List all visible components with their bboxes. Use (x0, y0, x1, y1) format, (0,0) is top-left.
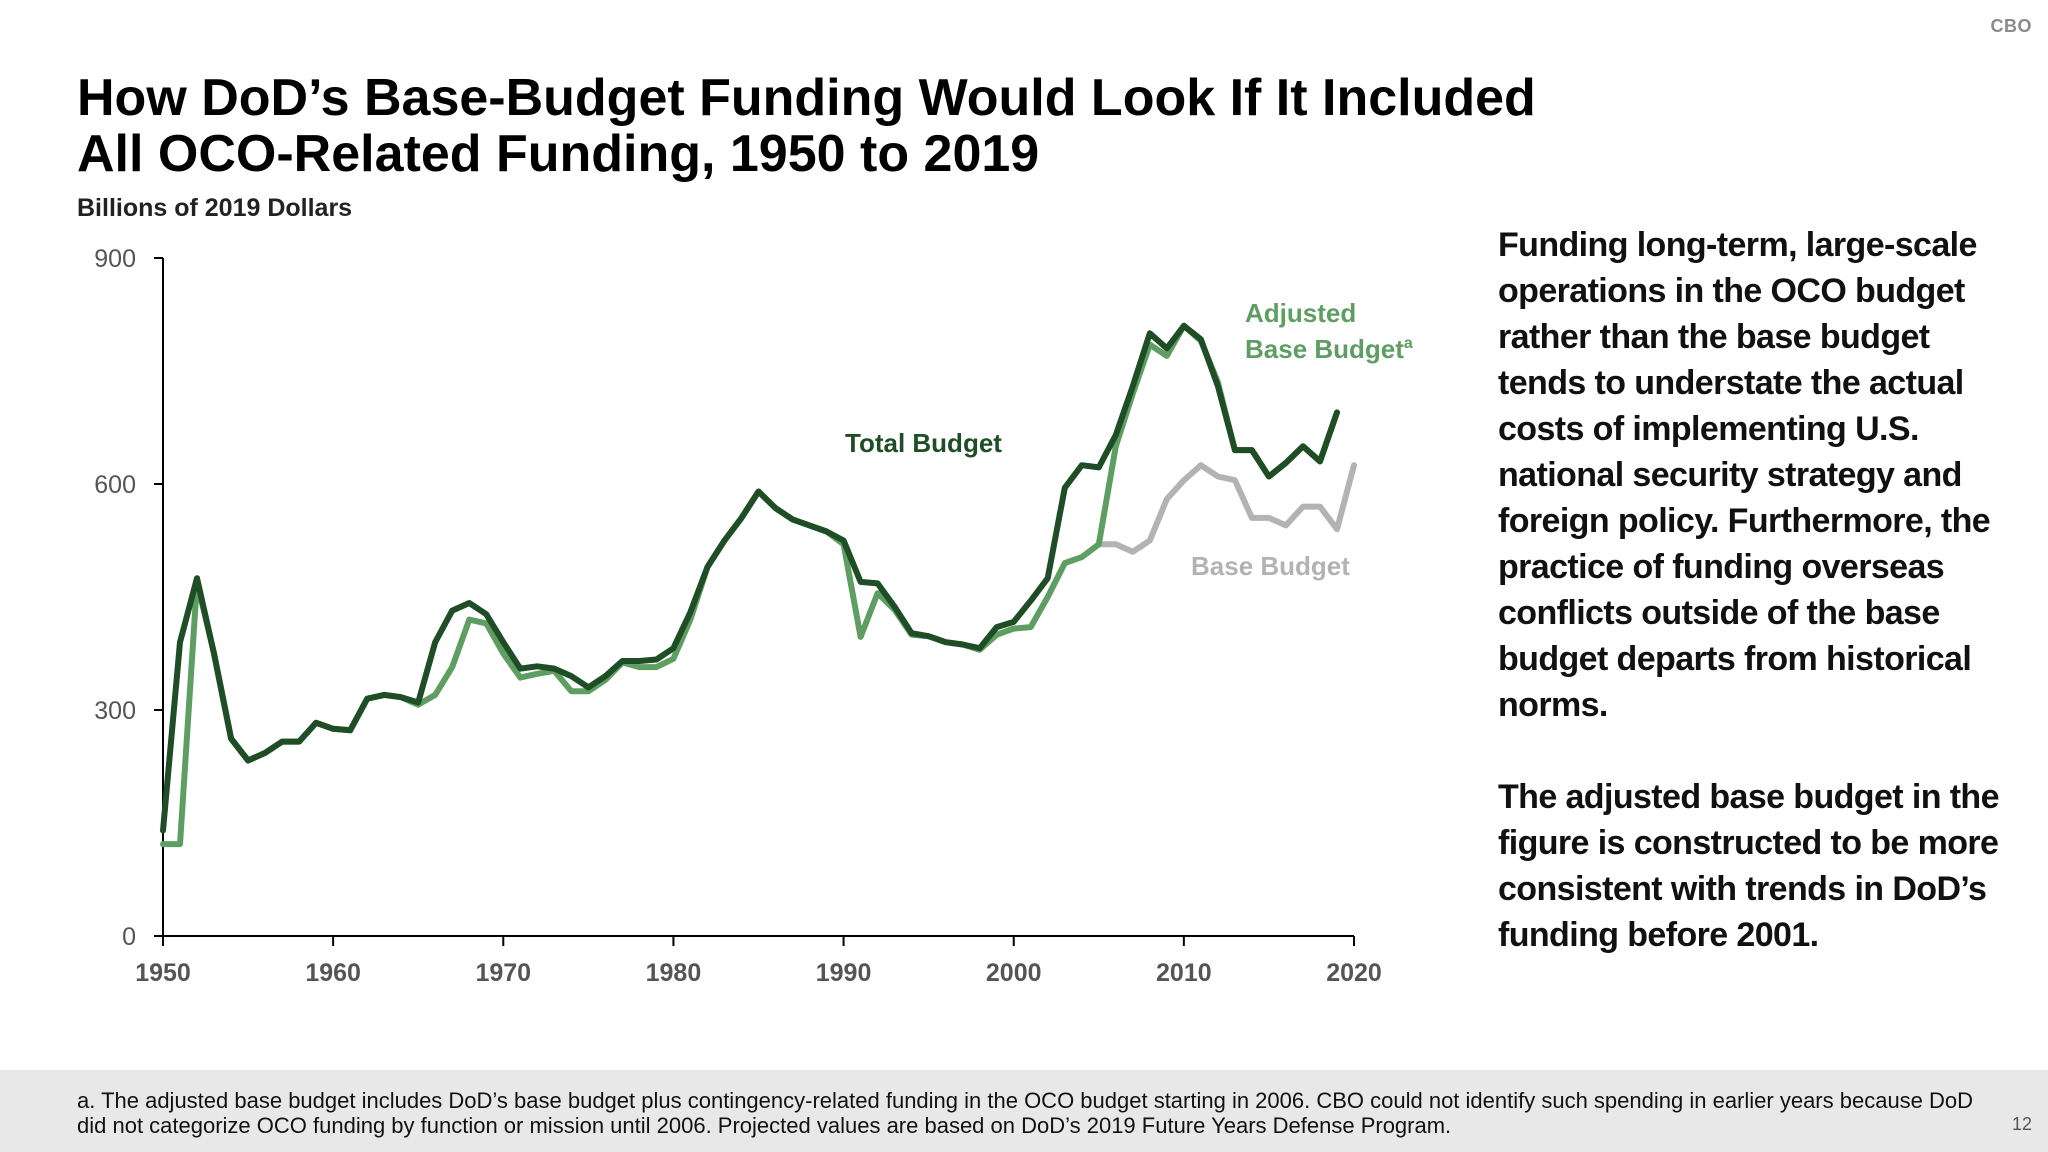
cbo-brand: CBO (1990, 16, 2032, 36)
para2-before: The (1498, 778, 1566, 816)
x-tick-label: 1970 (475, 959, 531, 987)
adjusted-label-line2: Base Budgeta (1245, 334, 1413, 364)
y-tick-label: 600 (94, 471, 136, 499)
title-line-1: How DoD’s Base-Budget Funding Would Look… (77, 69, 1536, 127)
title-line-2: All OCO-Related Funding, 1950 to 2019 (77, 125, 1040, 183)
y-tick-label: 300 (94, 697, 136, 725)
adjusted-label-line1: Adjusted (1245, 298, 1356, 328)
adjusted-superscript: a (1404, 335, 1413, 352)
x-tick-label: 2010 (1156, 959, 1212, 987)
y-tick-label: 0 (122, 923, 136, 951)
series-line-adjusted (160, 322, 1340, 848)
x-tick-label: 1950 (135, 959, 191, 987)
footnote: a. The adjusted base budget includes DoD… (77, 1088, 1974, 1138)
chart-lines (160, 322, 1357, 848)
side-paragraph-2: The adjusted base budget in the figure i… (1498, 774, 2018, 958)
chart-axes: 0 300 600 900 1950 1960 1970 1980 1990 2000 2010 20… (94, 245, 1382, 987)
series-line-base (1095, 462, 1357, 555)
para2-bold: adjusted base budget (1565, 778, 1904, 816)
line-chart: 0 300 600 900 1950 1960 1970 1980 1990 2000 2010 20… (94, 245, 1413, 987)
unit-label: Billions of 2019 Dollars (77, 194, 353, 222)
page-number: 12 (2011, 1114, 2032, 1134)
series-line-total (160, 322, 1340, 834)
para2-after: in the figure is constructed to be more … (1498, 778, 2000, 954)
x-tick-label: 2020 (1326, 959, 1382, 987)
side-paragraph-1: Funding long-term, large-scale operation… (1498, 226, 1991, 724)
base-budget-label: Base Budget (1191, 551, 1350, 581)
y-tick-label: 900 (94, 245, 136, 273)
x-tick-label: 1960 (305, 959, 361, 987)
x-tick-label: 1990 (816, 959, 872, 987)
page-title: How DoD’s Base-Budget Funding Would Look… (77, 70, 1777, 182)
side-text: Funding long-term, large-scale operation… (1498, 222, 2018, 958)
footer-bar: a. The adjusted base budget includes DoD… (0, 1070, 2048, 1152)
total-budget-label: Total Budget (845, 428, 1002, 458)
x-tick-label: 1980 (646, 959, 702, 987)
x-tick-label: 2000 (986, 959, 1042, 987)
